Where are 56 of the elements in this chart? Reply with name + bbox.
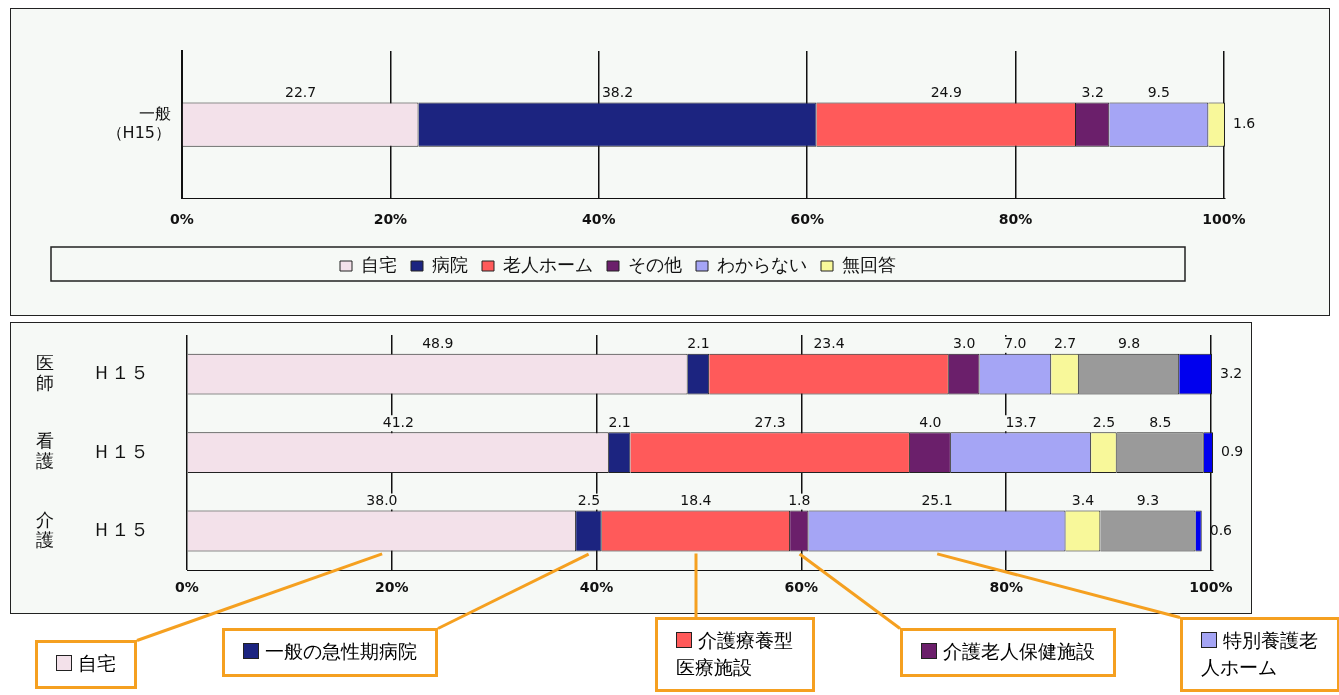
data-label: 3.0 xyxy=(953,335,976,352)
legend-label: 老人ホーム xyxy=(503,253,593,275)
data-label: 3.2 xyxy=(1219,364,1243,381)
data-label: 25.1 xyxy=(921,492,953,509)
data-label: 8.5 xyxy=(1149,413,1172,430)
data-label: 9.8 xyxy=(1117,335,1141,352)
legend-label: その他 xyxy=(628,253,682,275)
x-tick-label: 20% xyxy=(373,211,408,228)
data-label: 4.0 xyxy=(919,413,942,430)
x-tick-label: 20% xyxy=(375,579,409,596)
data-label: 48.9 xyxy=(422,335,454,352)
data-label: 2.1 xyxy=(687,335,710,352)
data-label: 2.7 xyxy=(1053,335,1077,352)
legend-label: 病院 xyxy=(432,253,468,275)
x-tick-label: 80% xyxy=(989,579,1023,596)
category-label: 介護 Ｈ１５ xyxy=(36,508,149,550)
data-label: 1.6 xyxy=(1233,115,1256,132)
data-label: 2.5 xyxy=(1092,413,1116,430)
data-label: 1.8 xyxy=(788,492,811,509)
x-tick-label: 100% xyxy=(1202,211,1246,228)
x-tick-label: 0% xyxy=(170,211,194,228)
legend-label: 特別養護老人ホーム xyxy=(1201,630,1318,678)
data-label: 22.7 xyxy=(285,84,317,101)
legend-label: 一般の急性期病院 xyxy=(265,641,417,662)
x-tick-label: 0% xyxy=(175,579,199,596)
data-label: 2.5 xyxy=(577,492,601,509)
data-label: 3.4 xyxy=(1071,492,1095,509)
category-label: 看護 Ｈ１５ xyxy=(36,430,149,472)
data-label: 38.2 xyxy=(601,84,634,101)
x-tick-label: 80% xyxy=(998,211,1033,228)
data-label: 24.9 xyxy=(930,84,962,101)
data-label: 38.0 xyxy=(366,492,398,509)
legend-label: 介護老人保健施設 xyxy=(943,641,1095,662)
data-label: 27.3 xyxy=(754,413,786,430)
x-tick-label: 40% xyxy=(582,211,616,228)
data-label: 7.0 xyxy=(1004,335,1027,352)
data-label: 13.7 xyxy=(1005,413,1037,430)
data-label: 2.1 xyxy=(608,413,631,430)
data-label: 18.4 xyxy=(680,492,712,509)
legend-label: わからない xyxy=(717,253,807,275)
data-label: 9.5 xyxy=(1147,84,1170,101)
data-label: 0.9 xyxy=(1221,443,1244,460)
legend-label: 無回答 xyxy=(842,253,896,275)
x-tick-label: 100% xyxy=(1189,579,1233,596)
y-tick-label: 一般（H15） xyxy=(106,104,171,143)
legend-label: 自宅 xyxy=(78,653,116,674)
data-label: 3.2 xyxy=(1081,84,1104,101)
data-label: 9.3 xyxy=(1136,492,1160,509)
data-label: 0.6 xyxy=(1209,521,1233,538)
x-tick-label: 40% xyxy=(579,579,614,596)
category-label: 医師 Ｈ１５ xyxy=(36,351,149,393)
data-label: 23.4 xyxy=(813,335,845,352)
x-tick-label: 60% xyxy=(790,211,824,228)
legend-label: 介護療養型医療施設 xyxy=(676,630,793,678)
legend-label: 自宅 xyxy=(361,253,397,275)
data-label: 41.2 xyxy=(382,413,414,430)
